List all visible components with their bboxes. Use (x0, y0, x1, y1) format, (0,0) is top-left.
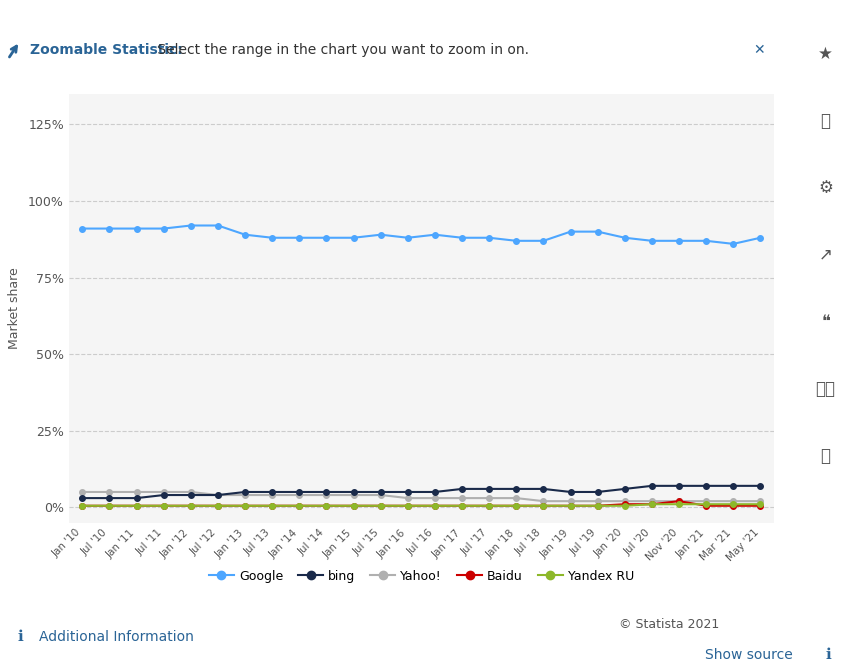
Text: 🔔: 🔔 (820, 112, 831, 129)
Legend: Google, bing, Yahoo!, Baidu, Yandex RU: Google, bing, Yahoo!, Baidu, Yandex RU (204, 565, 639, 588)
Text: Select the range in the chart you want to zoom in on.: Select the range in the chart you want t… (153, 44, 529, 57)
Text: ↗: ↗ (819, 246, 832, 263)
Text: © Statista 2021: © Statista 2021 (619, 618, 720, 631)
Text: ℹ: ℹ (17, 629, 23, 645)
Text: Additional Information: Additional Information (39, 630, 193, 644)
Text: ★: ★ (818, 45, 833, 62)
Text: ✕: ✕ (753, 44, 765, 57)
Text: 🖨: 🖨 (820, 447, 831, 464)
Text: Show source: Show source (705, 648, 793, 662)
Text: ❝: ❝ (821, 313, 830, 330)
Text: ⚙: ⚙ (818, 179, 833, 196)
Text: ℹ: ℹ (826, 647, 832, 663)
Text: 🇫🇷: 🇫🇷 (815, 380, 836, 397)
Text: Zoomable Statistic:: Zoomable Statistic: (30, 44, 183, 57)
Y-axis label: Market share: Market share (8, 267, 22, 349)
